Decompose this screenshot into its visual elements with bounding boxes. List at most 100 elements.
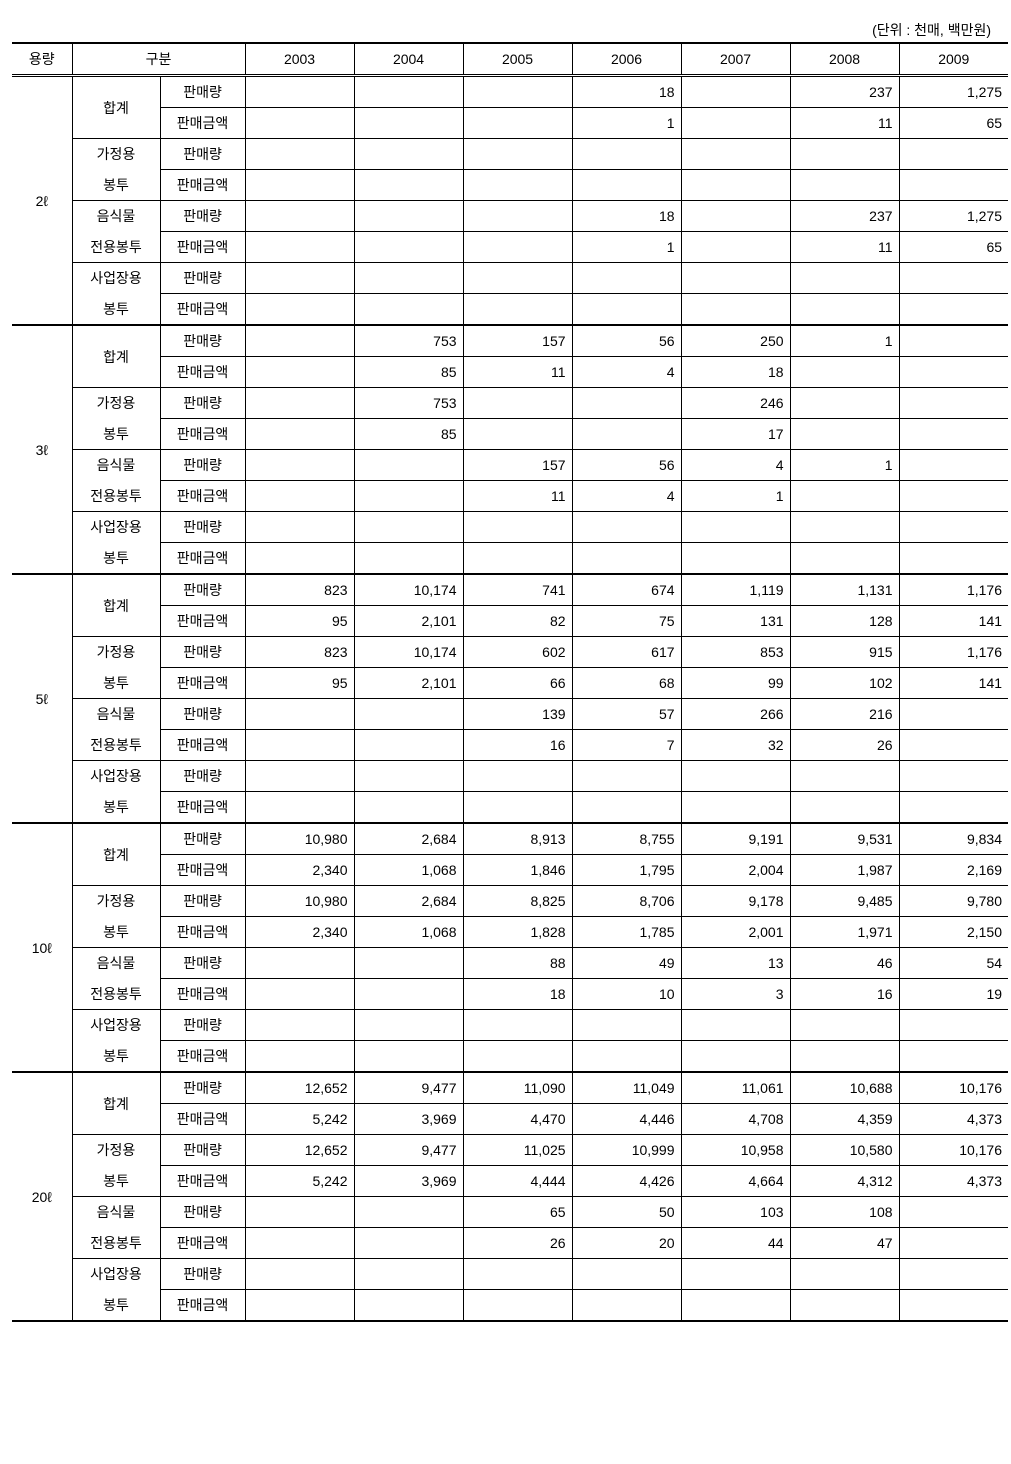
category-cell: 전용봉투 [72,481,160,512]
data-cell: 32 [681,730,790,761]
data-cell [463,543,572,575]
data-cell: 2,340 [245,855,354,886]
data-cell [899,1197,1008,1228]
table-row: 2ℓ합계판매량182371,275 [12,76,1008,108]
capacity-cell: 3ℓ [12,325,72,574]
data-cell [354,294,463,326]
data-cell: 10,980 [245,886,354,917]
metric-cell: 판매금액 [160,606,245,637]
data-cell: 4,359 [790,1104,899,1135]
data-cell [354,1228,463,1259]
data-cell: 10,980 [245,823,354,855]
data-cell [463,1290,572,1322]
category-cell: 합계 [72,823,160,886]
header-year: 2005 [463,43,572,76]
data-cell: 3,969 [354,1104,463,1135]
data-cell [572,1010,681,1041]
category-cell: 봉투 [72,419,160,450]
data-cell [572,512,681,543]
table-row: 사업장용판매량 [12,1259,1008,1290]
data-cell [790,761,899,792]
data-cell: 20 [572,1228,681,1259]
data-cell [572,761,681,792]
data-cell [899,699,1008,730]
data-cell: 8,913 [463,823,572,855]
table-row: 가정용판매량82310,1746026178539151,176 [12,637,1008,668]
category-cell: 봉투 [72,294,160,326]
category-cell: 사업장용 [72,761,160,792]
data-cell [681,170,790,201]
data-cell: 1 [572,108,681,139]
data-cell: 44 [681,1228,790,1259]
data-cell [463,1010,572,1041]
data-cell [899,543,1008,575]
data-cell [572,419,681,450]
data-cell [354,139,463,170]
capacity-cell: 10ℓ [12,823,72,1072]
data-cell [354,76,463,108]
data-cell: 10,688 [790,1072,899,1104]
category-cell: 봉투 [72,170,160,201]
data-cell [354,170,463,201]
table-row: 음식물판매량6550103108 [12,1197,1008,1228]
category-cell: 가정용 [72,637,160,668]
category-cell: 봉투 [72,1166,160,1197]
data-cell: 4,373 [899,1104,1008,1135]
data-cell [899,481,1008,512]
data-cell [899,388,1008,419]
data-cell: 2,101 [354,606,463,637]
data-cell: 1,068 [354,855,463,886]
category-cell: 합계 [72,1072,160,1135]
data-cell: 18 [572,76,681,108]
data-cell [572,294,681,326]
data-cell: 18 [572,201,681,232]
data-cell [245,1197,354,1228]
data-cell [899,419,1008,450]
data-cell [572,1290,681,1322]
data-cell: 85 [354,357,463,388]
metric-cell: 판매량 [160,886,245,917]
metric-cell: 판매금액 [160,979,245,1010]
data-cell: 9,477 [354,1072,463,1104]
data-cell: 602 [463,637,572,668]
data-cell: 9,477 [354,1135,463,1166]
data-cell: 10,958 [681,1135,790,1166]
header-year: 2007 [681,43,790,76]
data-cell: 10,580 [790,1135,899,1166]
data-cell [572,139,681,170]
table-row: 전용봉투판매금액1673226 [12,730,1008,761]
data-cell: 4,446 [572,1104,681,1135]
table-row: 전용봉투판매금액11165 [12,232,1008,263]
data-cell: 18 [681,357,790,388]
category-cell: 사업장용 [72,263,160,294]
data-cell: 1,176 [899,637,1008,668]
metric-cell: 판매금액 [160,855,245,886]
data-cell: 237 [790,201,899,232]
data-cell [463,1259,572,1290]
data-cell [354,979,463,1010]
metric-cell: 판매금액 [160,1166,245,1197]
data-cell: 4,426 [572,1166,681,1197]
data-cell: 1,176 [899,574,1008,606]
data-table: 용량 구분 2003 2004 2005 2006 2007 2008 2009… [12,42,1008,1322]
table-row: 10ℓ합계판매량10,9802,6848,9138,7559,1919,5319… [12,823,1008,855]
table-row: 전용봉투판매금액26204447 [12,1228,1008,1259]
metric-cell: 판매량 [160,574,245,606]
data-cell: 11 [790,108,899,139]
category-cell: 가정용 [72,139,160,170]
table-row: 봉투판매금액2,3401,0681,8281,7852,0011,9712,15… [12,917,1008,948]
metric-cell: 판매량 [160,761,245,792]
category-cell: 전용봉투 [72,979,160,1010]
data-cell [463,170,572,201]
data-cell [463,792,572,824]
data-cell: 65 [899,232,1008,263]
data-cell [354,1290,463,1322]
table-row: 가정용판매량12,6529,47711,02510,99910,95810,58… [12,1135,1008,1166]
category-cell: 합계 [72,76,160,139]
data-cell [354,792,463,824]
header-year: 2008 [790,43,899,76]
data-cell [463,512,572,543]
data-cell [354,1259,463,1290]
data-cell: 65 [463,1197,572,1228]
category-cell: 음식물 [72,450,160,481]
